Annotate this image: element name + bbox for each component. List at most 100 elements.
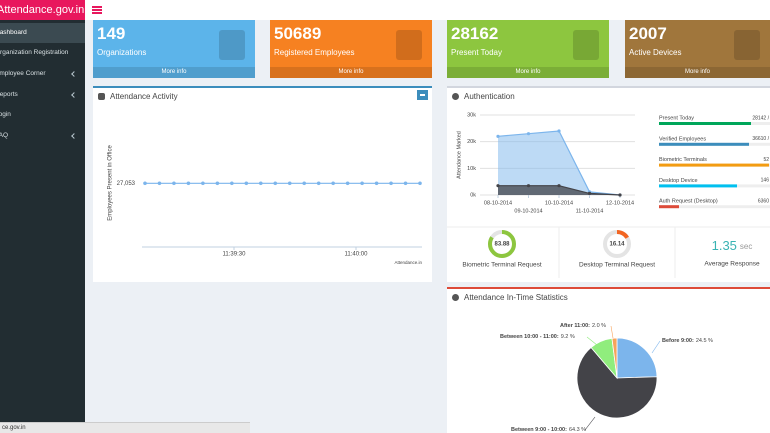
point: [526, 184, 531, 188]
slice-category: After 11:00: [560, 323, 588, 329]
more-info-link[interactable]: More info: [93, 67, 255, 78]
stat-icon: [734, 30, 760, 60]
stat-label: Present Today: [451, 48, 502, 57]
menu-item[interactable]: Employee Corner: [0, 64, 85, 84]
point: [172, 181, 176, 186]
pie-slice: [611, 337, 618, 379]
stat-icon: [573, 30, 599, 60]
point: [302, 181, 307, 186]
point: [418, 181, 422, 186]
progress-bar: [659, 184, 737, 188]
point: [331, 181, 335, 186]
progress-label: Auth Request (Desktop): [659, 199, 718, 205]
menu-toggle[interactable]: [92, 6, 102, 14]
slice-label: After 11:00: 2.0 %: [560, 323, 606, 329]
label-connector: [586, 336, 598, 346]
x-tick-label: 11-10-2014: [576, 208, 604, 214]
menu-item[interactable]: FAQ: [0, 126, 85, 146]
response-unit: sec: [740, 242, 752, 251]
y-tick-label: 10k: [467, 166, 476, 172]
y-tick-label: 30k: [467, 112, 476, 118]
menu-item[interactable]: Login: [0, 105, 85, 125]
label-connector: [651, 340, 661, 354]
progress-value: 36610 /: [752, 136, 769, 142]
stat-box: 2007 Active Devices More info: [625, 20, 770, 78]
slice-value: 24.5 %: [696, 338, 713, 344]
menu-label: Organization Registration: [0, 49, 69, 56]
slice-category: Before 9:00: [662, 338, 692, 344]
x-tick-label: 10-10-2014: [545, 200, 573, 206]
collapse-button[interactable]: [417, 90, 428, 100]
brand-text: Attendance.gov.in: [0, 4, 85, 16]
more-info-link[interactable]: More info: [270, 67, 432, 78]
panel-title: Authentication: [464, 92, 515, 101]
slice-category: Between 9:00 - 10:00: [511, 427, 565, 433]
stat-icon: [396, 30, 422, 60]
gauge-arc: [603, 230, 631, 258]
point: [258, 181, 263, 186]
point: [618, 193, 622, 197]
more-info-link[interactable]: More info: [447, 67, 609, 78]
x-tick-label: 11:40:00: [345, 252, 369, 258]
y-axis-title: Attendance Marked: [456, 131, 462, 179]
progress-bar: [659, 205, 679, 209]
point: [374, 181, 379, 186]
stat-icon: [219, 30, 245, 60]
slice-category: Between 10:00 - 11:00: [500, 334, 557, 340]
gauge-value: 16.14: [609, 242, 625, 248]
stat-label: Active Devices: [629, 48, 682, 57]
point: [230, 181, 234, 186]
gauge-arc: [488, 230, 516, 258]
point: [389, 181, 393, 186]
progress-track: [659, 205, 770, 209]
menu-label: Employee Corner: [0, 70, 46, 77]
x-tick-label: 08-10-2014: [484, 200, 512, 206]
response-value: 1.35: [712, 238, 737, 253]
y-axis-title: Employees Present in Office: [108, 145, 114, 221]
panel-icon: [452, 294, 459, 301]
minus-icon: [420, 94, 425, 96]
point: [587, 191, 592, 195]
slice-separator: :: [565, 427, 567, 433]
area: [498, 185, 620, 195]
more-info-link[interactable]: More info: [625, 67, 770, 78]
point: [557, 129, 561, 133]
menu-label: FAQ: [0, 132, 9, 139]
stat-box: 50689 Registered Employees More info: [270, 20, 432, 78]
gauge-label: Biometric Terminal Request: [462, 262, 542, 269]
progress-value: 28142 /: [752, 115, 769, 121]
gauge-value: 83.88: [494, 242, 510, 248]
status-bar: ce.gov.in: [0, 422, 250, 433]
label-connector: [584, 416, 596, 431]
progress-label: Present Today: [659, 115, 694, 121]
area: [498, 131, 620, 195]
menu-item[interactable]: Reports: [0, 85, 85, 105]
panel-icon: [452, 93, 459, 100]
point: [403, 181, 408, 186]
credit: Attendance.in: [394, 260, 422, 265]
point: [360, 181, 364, 186]
stat-label: Organizations: [97, 48, 147, 57]
point: [157, 181, 162, 186]
progress-value: 6360: [758, 199, 769, 205]
point: [526, 132, 531, 136]
point: [244, 181, 249, 186]
point: [201, 181, 205, 186]
menu-label: Dashboard: [0, 29, 27, 36]
slice-label: Before 9:00: 24.5 %: [662, 338, 713, 344]
sidebar: Attendance.gov.in Dashboard Organization …: [0, 0, 85, 433]
stat-value: 2007: [629, 24, 667, 43]
point: [287, 181, 292, 186]
brand[interactable]: Attendance.gov.in: [0, 0, 85, 20]
stat-value: 28162: [451, 24, 499, 43]
progress-bar: [659, 163, 769, 167]
menu-item[interactable]: Organization Registration: [0, 43, 85, 63]
point: [316, 181, 321, 186]
slice-separator: :: [557, 334, 559, 340]
point: [215, 181, 220, 186]
point: [273, 181, 278, 186]
menu-item[interactable]: Dashboard: [0, 23, 85, 43]
slice-separator: :: [588, 323, 590, 329]
top-bar: [85, 0, 770, 20]
x-tick-label: 11:39:30: [223, 252, 247, 258]
